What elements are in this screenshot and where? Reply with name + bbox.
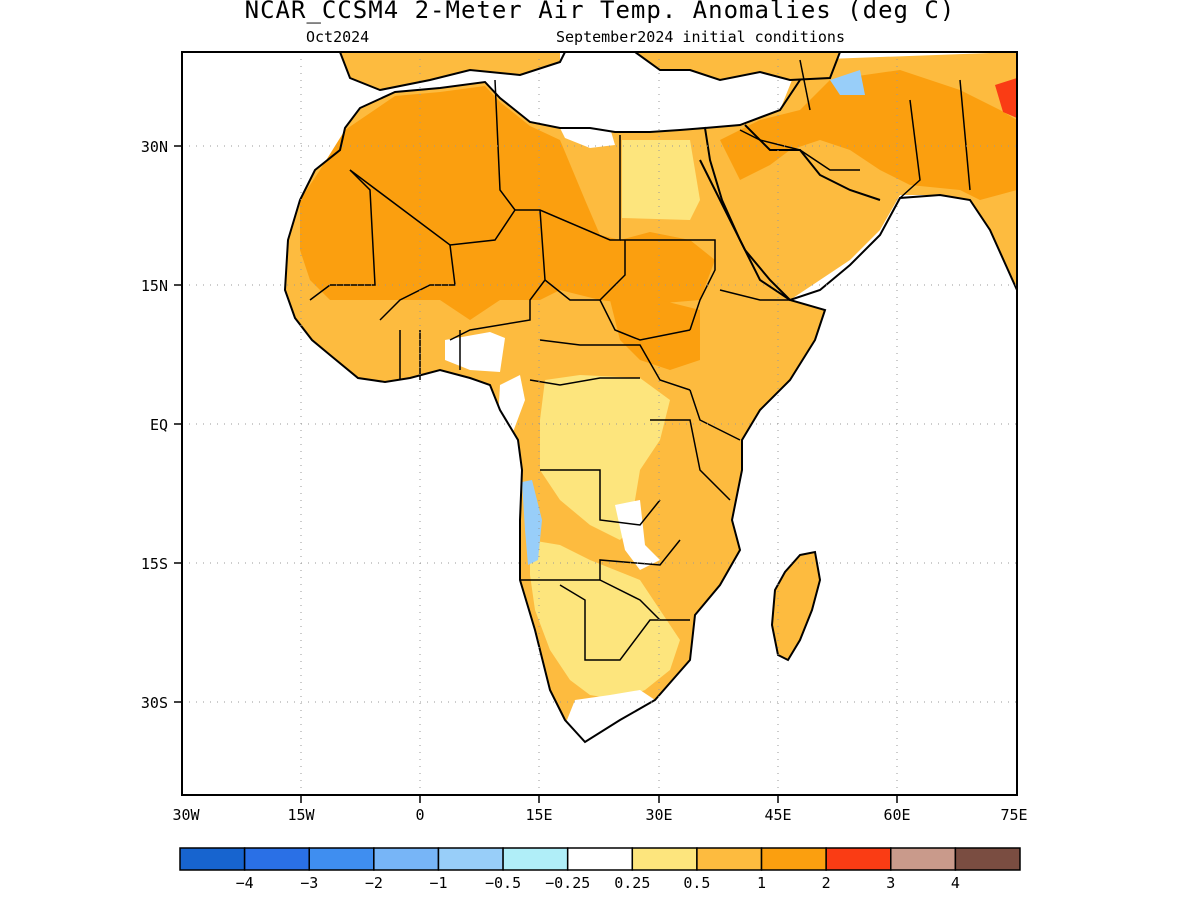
caspian-cool-anomaly (830, 70, 865, 95)
lat-label-30s: 30S (141, 694, 168, 712)
congo-low-anomaly (540, 375, 670, 540)
benguela-cool-anomaly (522, 480, 542, 565)
colorbar-labels: −4 −3 −2 −1 −0.5 −0.25 0.25 0.5 1 2 3 4 (236, 874, 960, 892)
colorbar-swatch (437, 847, 504, 871)
colorbar-label: 2 (822, 874, 831, 892)
colorbar-label: −4 (236, 874, 254, 892)
colorbar-label: −0.25 (545, 874, 590, 892)
colorbar-label: −2 (365, 874, 383, 892)
lon-label-30w: 30W (172, 806, 200, 824)
colorbar-swatch (760, 847, 827, 871)
colorbar-label: 1 (757, 874, 766, 892)
colorbar-swatch (373, 847, 440, 871)
country-borders (309, 59, 971, 661)
colorbar-swatch (502, 847, 569, 871)
colorbar-swatches (179, 847, 1021, 871)
sahara-high-anomaly (300, 86, 715, 320)
initial-conditions: September2024 initial conditions (556, 28, 845, 46)
lon-label-30e: 30E (645, 806, 672, 824)
forecast-month: Oct2024 (306, 28, 370, 46)
colorbar-swatch (308, 847, 375, 871)
turkey-strip (635, 52, 840, 80)
colorbar-label: 0.5 (683, 874, 710, 892)
lon-label-15e: 15E (525, 806, 552, 824)
mozambique-neutral (615, 500, 660, 570)
colorbar: −4 −3 −2 −1 −0.5 −0.25 0.25 0.5 1 2 3 4 (179, 847, 1021, 892)
lon-label-0: 0 (415, 806, 424, 824)
colorbar-swatch (696, 847, 763, 871)
lat-label-15n: 15N (141, 277, 168, 295)
arabia-high-anomaly (720, 70, 1017, 200)
lon-label-15w: 15W (287, 806, 315, 824)
africa-coastline (283, 80, 827, 744)
colorbar-swatch (890, 847, 957, 871)
map-title: NCAR_CCSM4 2-Meter Air Temp. Anomalies (… (244, 0, 956, 24)
lon-label-75e: 75E (1000, 806, 1027, 824)
colorbar-swatch (566, 847, 634, 871)
lat-axis: 30N 15N EQ 15S 30S (141, 138, 182, 712)
peak-anomaly (995, 78, 1017, 118)
colorbar-label: −1 (429, 874, 447, 892)
colorbar-label: 4 (951, 874, 960, 892)
colorbar-swatch (954, 847, 1021, 871)
lat-label-30n: 30N (141, 138, 168, 156)
lat-label-eq: EQ (150, 416, 168, 434)
colorbar-swatch (631, 847, 698, 871)
colorbar-swatch (243, 847, 310, 871)
colorbar-label: −0.5 (485, 874, 521, 892)
north-africa-neutral (560, 128, 615, 148)
lon-label-45e: 45E (764, 806, 791, 824)
map-area (283, 52, 1017, 744)
colorbar-label: 3 (886, 874, 895, 892)
colorbar-label: 0.25 (614, 874, 650, 892)
lon-label-60e: 60E (883, 806, 910, 824)
arabia-coastline (699, 79, 1017, 302)
madagascar (770, 550, 822, 662)
europe-strip (340, 52, 560, 90)
lon-axis: 30W 15W 0 15E 30E 45E 60E 75E (172, 795, 1028, 824)
east-africa-high-anomaly (610, 300, 700, 370)
mediterranean-coastline (339, 52, 841, 92)
gridlines (182, 52, 1017, 795)
colorbar-swatch (825, 847, 892, 871)
egypt-low-anomaly (622, 140, 700, 220)
lat-label-15s: 15S (141, 555, 168, 573)
colorbar-swatch (179, 847, 246, 871)
south-cape-neutral (565, 690, 655, 742)
colorbar-label: −3 (300, 874, 318, 892)
